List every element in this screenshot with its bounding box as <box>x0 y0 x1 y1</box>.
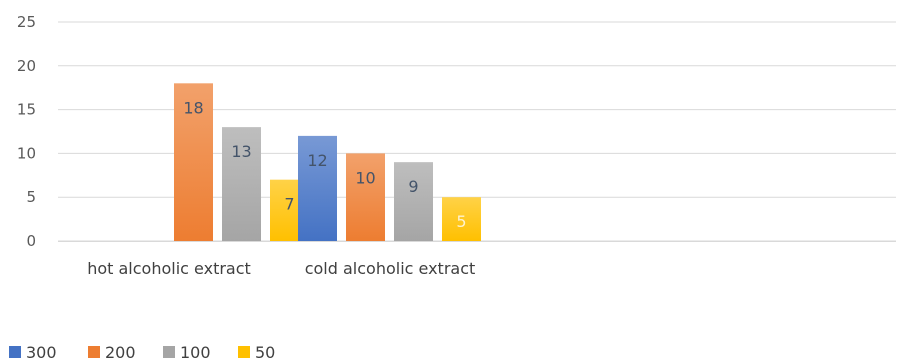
y-tick-label: 20 <box>17 57 36 75</box>
bar-200-0 <box>174 83 213 241</box>
legend-swatch-100 <box>163 346 175 358</box>
y-tick-label: 25 <box>17 13 36 31</box>
data-label: 13 <box>231 142 251 161</box>
legend-swatch-200 <box>88 346 100 358</box>
y-tick-label: 5 <box>26 188 36 206</box>
y-axis: 0 5 10 15 20 25 <box>17 13 36 250</box>
legend-label-300: 300 <box>26 343 57 362</box>
data-label: 18 <box>183 98 203 117</box>
data-label: 5 <box>456 212 466 231</box>
x-category-label: cold alcoholic extract <box>305 259 476 278</box>
bar-100-1 <box>394 162 433 241</box>
data-label: 7 <box>284 195 294 214</box>
data-label: 12 <box>307 151 327 170</box>
legend-label-200: 200 <box>105 343 136 362</box>
y-tick-label: 10 <box>17 144 36 162</box>
bar-300-1 <box>298 135 337 241</box>
data-label: 10 <box>355 168 375 187</box>
legend-label-50: 50 <box>255 343 275 362</box>
x-axis: hot alcoholic extract cold alcoholic extr… <box>58 241 896 278</box>
y-tick-label: 0 <box>26 232 36 250</box>
data-label: 9 <box>408 177 418 196</box>
bar-50-1 <box>442 197 481 241</box>
bars: 18 13 7 12 10 9 5 <box>174 83 481 241</box>
legend-label-100: 100 <box>180 343 211 362</box>
x-category-label: hot alcoholic extract <box>87 259 251 278</box>
bar-100-0 <box>222 127 261 241</box>
legend-swatch-50 <box>238 346 250 358</box>
legend: 300 200 100 50 <box>9 343 275 362</box>
bar-200-1 <box>346 153 385 241</box>
legend-swatch-300 <box>9 346 21 358</box>
y-tick-label: 15 <box>17 101 36 119</box>
